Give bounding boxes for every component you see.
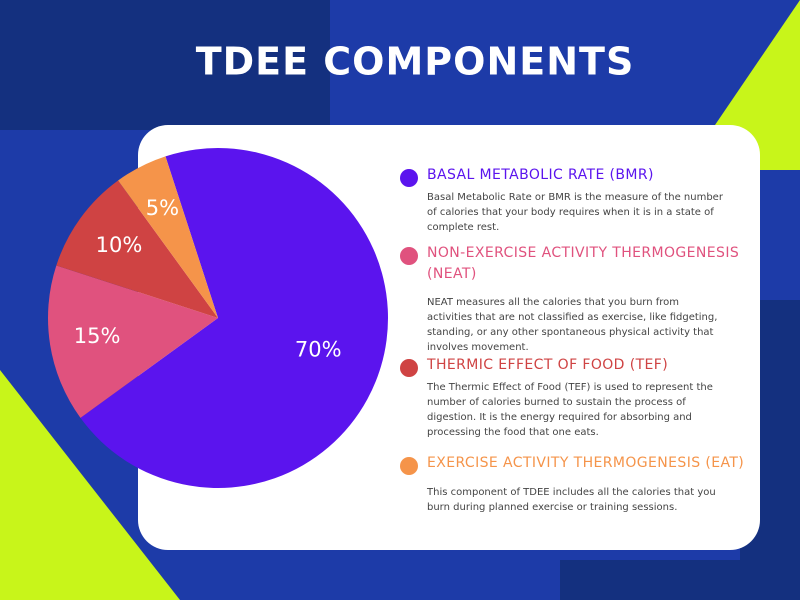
- legend-description: Basal Metabolic Rate or BMR is the measu…: [427, 192, 723, 233]
- legend-description: This component of TDEE includes all the …: [427, 487, 716, 513]
- legend-description: The Thermic Effect of Food (TEF) is used…: [427, 382, 713, 438]
- pie-slice: [118, 156, 218, 318]
- slice-label: 70%: [295, 338, 342, 362]
- legend-dot: [400, 169, 418, 187]
- bg-block: [560, 560, 800, 600]
- slice-label: 15%: [74, 324, 121, 348]
- legend-label: NON-EXERCISE ACTIVITY THERMOGENESIS (NEA…: [427, 245, 740, 282]
- bg-block: [0, 0, 330, 130]
- bg-accent: [0, 370, 180, 600]
- legend-dot: [400, 247, 418, 265]
- pie-slice: [47, 265, 219, 418]
- legend-dot: [400, 457, 418, 475]
- slice-label: 10%: [96, 233, 143, 257]
- legend-description: NEAT measures all the calories that you …: [427, 297, 718, 353]
- legend-label: THERMIC EFFECT OF FOOD (TEF): [427, 357, 669, 373]
- legend-dot: [400, 359, 418, 377]
- chart-title: TDEE COMPONENTS: [196, 40, 635, 84]
- legend-label: EXERCISE ACTIVITY THERMOGENESIS (EAT): [427, 455, 745, 471]
- legend-label: BASAL METABOLIC RATE (BMR): [427, 167, 654, 183]
- pie-slice: [56, 180, 219, 318]
- pie-slice: [80, 148, 388, 488]
- slice-label: 5%: [146, 196, 179, 220]
